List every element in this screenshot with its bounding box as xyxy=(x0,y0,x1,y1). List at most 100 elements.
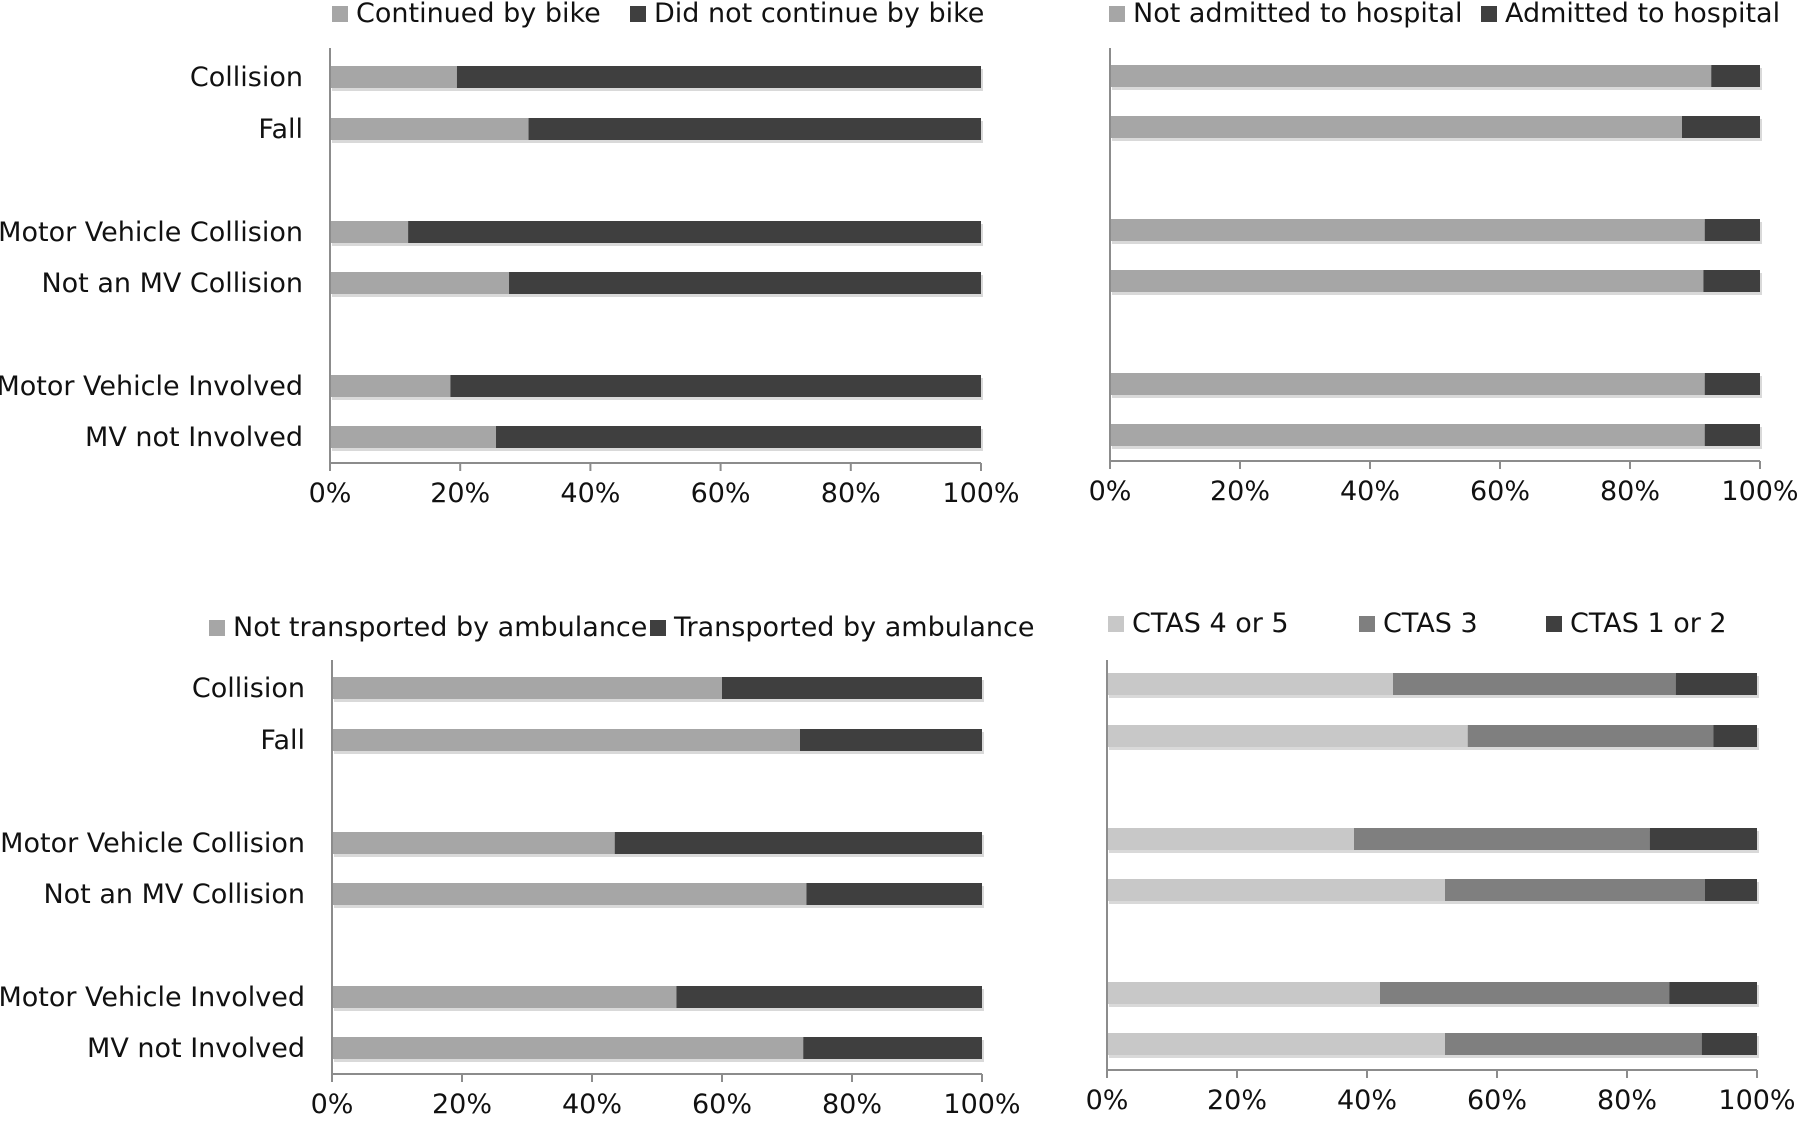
category-label: Collision xyxy=(190,62,303,93)
x-tick-label: 100% xyxy=(943,1089,1020,1120)
x-tick-label: 60% xyxy=(691,478,751,509)
bar-segment xyxy=(1110,270,1704,292)
bar-segment xyxy=(528,118,981,140)
x-tick-label: 60% xyxy=(692,1089,752,1120)
bar-segment xyxy=(332,729,800,751)
bar-segment xyxy=(1704,219,1760,241)
bar-segment xyxy=(1110,116,1682,138)
bar-segment xyxy=(1704,424,1760,446)
bar-segment xyxy=(1107,828,1354,850)
bar-segment xyxy=(1682,116,1760,138)
x-tick-label: 40% xyxy=(1337,1085,1397,1116)
bar-segment xyxy=(509,272,981,294)
bar-segment xyxy=(1107,982,1380,1004)
bar-segment xyxy=(1703,270,1760,292)
legend-label: Did not continue by bike xyxy=(654,0,984,29)
x-tick-label: 0% xyxy=(1086,1085,1129,1116)
chart-panel-1: Continued by bike Did not continue by bik… xyxy=(0,0,1020,509)
legend-swatch xyxy=(209,620,225,636)
bar-segment xyxy=(1110,65,1712,87)
category-label: Motor Vehicle Involved xyxy=(0,371,303,402)
x-tick-label: 0% xyxy=(1089,476,1132,507)
bar-segment xyxy=(1704,373,1760,395)
category-label: MV not Involved xyxy=(87,1033,305,1064)
x-tick-label: 0% xyxy=(311,1089,354,1120)
legend-swatch xyxy=(1546,616,1562,632)
category-label: Motor Vehicle Involved xyxy=(0,982,305,1013)
bar-segment xyxy=(1354,828,1650,850)
bar-segment xyxy=(1467,725,1714,747)
x-tick-label: 80% xyxy=(1597,1085,1657,1116)
x-tick-label: 40% xyxy=(562,1089,622,1120)
x-tick-label: 80% xyxy=(1600,476,1660,507)
x-tick-label: 80% xyxy=(821,478,881,509)
bar-segment xyxy=(330,272,510,294)
bar-segment xyxy=(1445,879,1705,901)
chart-panel-2: Not admitted to hospital Admitted to hosp… xyxy=(1089,0,1799,507)
x-tick-label: 40% xyxy=(1340,476,1400,507)
legend-label: Admitted to hospital xyxy=(1505,0,1780,29)
bar-segment xyxy=(803,1037,982,1059)
bar-segment xyxy=(332,986,677,1008)
bar-segment xyxy=(1669,982,1757,1004)
bar-segment xyxy=(332,832,615,854)
x-tick-label: 100% xyxy=(1721,476,1798,507)
x-tick-label: 40% xyxy=(560,478,620,509)
bar-segment xyxy=(496,426,981,448)
category-label: Collision xyxy=(192,673,305,704)
bar-segment xyxy=(1107,725,1468,747)
x-tick-label: 20% xyxy=(1210,476,1270,507)
legend-swatch xyxy=(1359,616,1375,632)
legend-label: Not admitted to hospital xyxy=(1133,0,1463,29)
bar-segment xyxy=(330,375,451,397)
x-tick-label: 80% xyxy=(822,1089,882,1120)
bar-segment xyxy=(1380,982,1670,1004)
bar-segment xyxy=(1445,1033,1702,1055)
legend-label: Continued by bike xyxy=(356,0,601,29)
bar-segment xyxy=(800,729,982,751)
x-tick-label: 20% xyxy=(430,478,490,509)
legend-label: Not transported by ambulance xyxy=(233,612,647,643)
legend-label: CTAS 3 xyxy=(1383,608,1478,639)
bar-segment xyxy=(806,883,982,905)
bar-segment xyxy=(408,221,981,243)
bar-segment xyxy=(1711,65,1760,87)
x-tick-label: 20% xyxy=(1207,1085,1267,1116)
bar-segment xyxy=(1107,879,1445,901)
category-label: Fall xyxy=(260,725,305,756)
bar-segment xyxy=(1649,828,1757,850)
category-label: Not an MV Collision xyxy=(43,879,305,910)
x-tick-label: 0% xyxy=(309,478,352,509)
bar-segment xyxy=(1110,219,1705,241)
bar-segment xyxy=(330,118,529,140)
legend-swatch xyxy=(630,6,646,22)
chart-panel-4: CTAS 4 or 5 CTAS 3 CTAS 1 or 2 0% 20% 40% 60% 8… xyxy=(1086,608,1796,1116)
x-tick-label: 100% xyxy=(1718,1085,1795,1116)
category-label: MV not Involved xyxy=(85,422,303,453)
bar-segment xyxy=(1107,1033,1445,1055)
chart-panel-3: Not transported by ambulance Transported … xyxy=(0,612,1034,1120)
bar-segment xyxy=(676,986,982,1008)
x-tick-label: 60% xyxy=(1467,1085,1527,1116)
x-tick-label: 60% xyxy=(1470,476,1530,507)
bar-segment xyxy=(1110,424,1705,446)
legend-label: CTAS 1 or 2 xyxy=(1570,608,1727,639)
category-label: Motor Vehicle Collision xyxy=(0,828,305,859)
legend-swatch xyxy=(1109,6,1125,22)
bar-segment xyxy=(1701,1033,1757,1055)
bar-segment xyxy=(1705,879,1757,901)
legend-swatch xyxy=(650,620,666,636)
bar-segment xyxy=(450,375,981,397)
bar-segment xyxy=(330,426,497,448)
category-label: Motor Vehicle Collision xyxy=(0,217,303,248)
legend-label: Transported by ambulance xyxy=(673,612,1034,643)
x-tick-label: 20% xyxy=(432,1089,492,1120)
bar-segment xyxy=(332,883,807,905)
bar-segment xyxy=(330,221,409,243)
category-label: Not an MV Collision xyxy=(41,268,303,299)
x-tick-label: 100% xyxy=(942,478,1019,509)
legend-swatch xyxy=(1481,6,1497,22)
bar-segment xyxy=(456,66,981,88)
bar-segment xyxy=(1393,673,1676,695)
